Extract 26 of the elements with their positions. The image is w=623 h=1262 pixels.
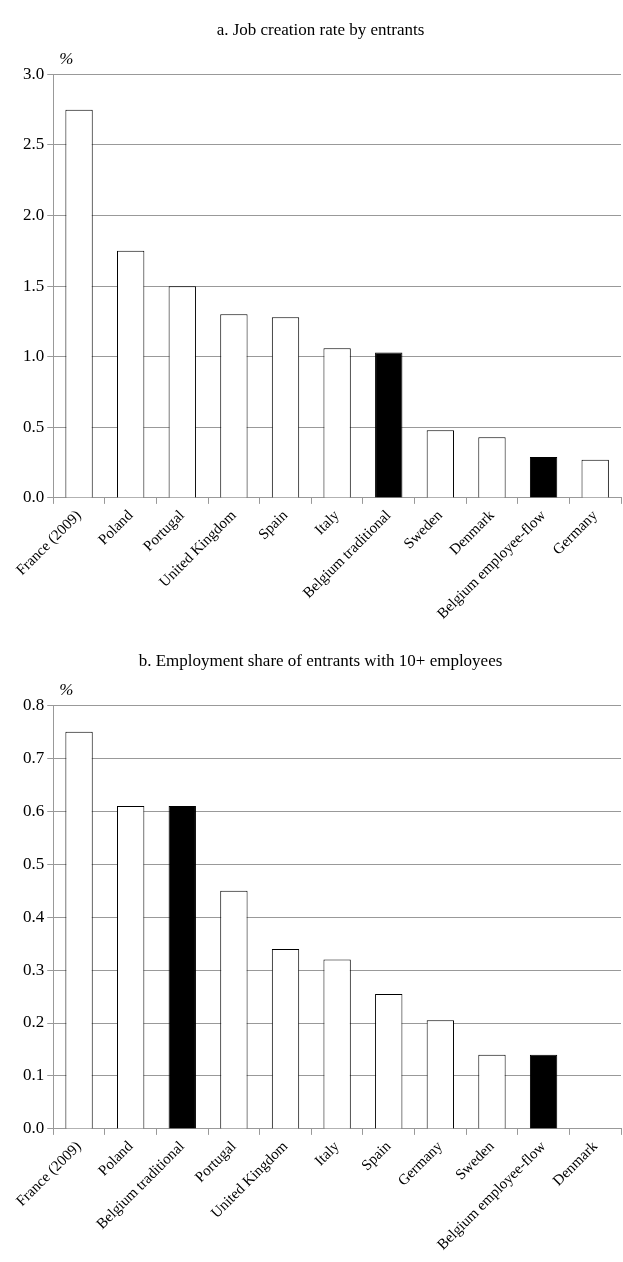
y-axis-title: % <box>59 680 74 700</box>
y-tick-label: 0.7 <box>23 747 45 767</box>
x-tick-label: Italy <box>311 506 343 538</box>
y-tick-label: 0.2 <box>23 1012 45 1032</box>
y-tick-label: 3.0 <box>23 63 45 83</box>
y-tick-label: 0.6 <box>23 800 45 820</box>
y-tick-label: 0.1 <box>23 1065 45 1085</box>
bar <box>375 352 403 498</box>
y-tick-label: 0.5 <box>23 853 45 873</box>
bar <box>168 805 196 1129</box>
y-tick-label: 1.0 <box>23 346 45 366</box>
y-tick-label: 0.5 <box>23 416 45 436</box>
y-tick-label: 2.5 <box>23 134 45 154</box>
y-tick-label: 0.0 <box>23 1118 45 1138</box>
y-tick-label: 0.8 <box>23 694 45 714</box>
y-tick-label: 0.3 <box>23 959 45 979</box>
y-tick-label: 0.0 <box>23 487 45 507</box>
bar <box>529 1054 558 1129</box>
chart-title: b. Employment share of entrants with 10+ employees <box>138 650 503 670</box>
y-axis-title: % <box>59 49 74 69</box>
bar <box>529 456 558 498</box>
x-tick-label: Italy <box>311 1137 343 1169</box>
y-tick-label: 0.4 <box>23 906 45 926</box>
y-tick-label: 2.0 <box>23 205 45 225</box>
chart-title: a. Job creation rate by entrants <box>216 19 425 39</box>
y-tick-label: 1.5 <box>23 275 45 295</box>
